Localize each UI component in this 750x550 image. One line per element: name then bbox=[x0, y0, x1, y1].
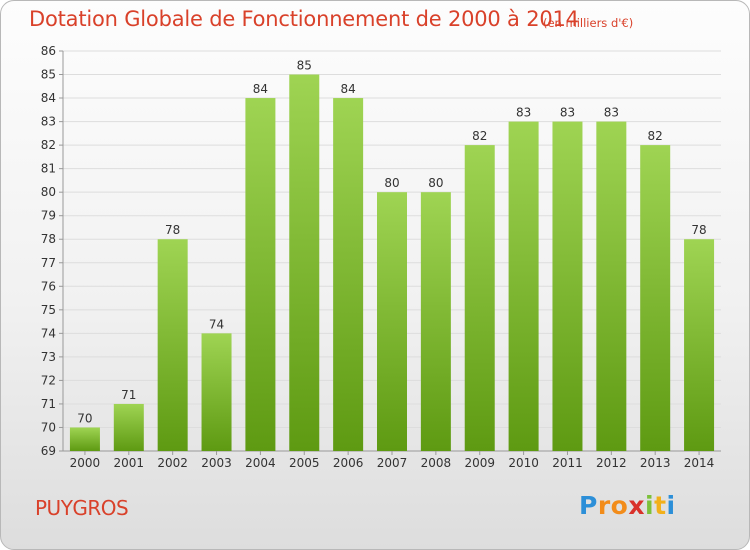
y-tick-label: 70 bbox=[41, 420, 56, 434]
bar bbox=[333, 98, 364, 451]
x-tick-label: 2012 bbox=[596, 456, 627, 470]
y-tick-label: 85 bbox=[41, 68, 56, 82]
bar bbox=[289, 74, 320, 451]
x-tick-label: 2007 bbox=[377, 456, 408, 470]
data-label: 84 bbox=[253, 82, 268, 96]
x-tick-label: 2008 bbox=[421, 456, 452, 470]
x-tick-label: 2014 bbox=[684, 456, 715, 470]
y-tick-label: 74 bbox=[41, 326, 56, 340]
bar bbox=[377, 192, 407, 452]
bar bbox=[596, 121, 627, 452]
data-label: 78 bbox=[691, 223, 706, 237]
x-tick-label: 2013 bbox=[640, 456, 671, 470]
bar bbox=[552, 121, 583, 452]
y-tick-label: 86 bbox=[41, 44, 56, 58]
bar bbox=[684, 239, 715, 451]
bar bbox=[640, 145, 671, 451]
data-label: 82 bbox=[648, 129, 663, 143]
y-tick-label: 80 bbox=[41, 185, 56, 199]
y-tick-label: 78 bbox=[41, 232, 56, 246]
bar bbox=[245, 98, 276, 451]
data-label: 82 bbox=[472, 129, 487, 143]
data-label: 80 bbox=[384, 176, 399, 190]
bar bbox=[113, 403, 144, 451]
data-label: 78 bbox=[165, 223, 180, 237]
bar bbox=[157, 239, 188, 451]
y-tick-label: 81 bbox=[41, 162, 56, 176]
data-label: 85 bbox=[297, 59, 312, 73]
chart-title: Dotation Globale de Fonctionnement de 20… bbox=[29, 7, 579, 31]
x-tick-label: 2003 bbox=[201, 456, 232, 470]
data-label: 70 bbox=[77, 411, 92, 425]
chart-subtitle: (en milliers d'€) bbox=[543, 16, 634, 30]
data-label: 83 bbox=[516, 106, 531, 120]
proxiti-logo: Proxiti bbox=[579, 491, 676, 520]
bar bbox=[201, 333, 232, 451]
data-label: 74 bbox=[209, 317, 224, 331]
data-label: 71 bbox=[121, 388, 136, 402]
bar bbox=[420, 192, 451, 452]
bar bbox=[69, 427, 100, 451]
y-tick-label: 82 bbox=[41, 138, 56, 152]
x-tick-label: 2010 bbox=[508, 456, 539, 470]
x-tick-label: 2001 bbox=[114, 456, 145, 470]
x-tick-label: 2006 bbox=[333, 456, 364, 470]
y-tick-label: 72 bbox=[41, 373, 56, 387]
data-label: 83 bbox=[604, 106, 619, 120]
y-tick-label: 84 bbox=[41, 91, 56, 105]
bar bbox=[508, 121, 539, 452]
x-tick-label: 2004 bbox=[245, 456, 276, 470]
data-label: 80 bbox=[428, 176, 443, 190]
y-tick-label: 69 bbox=[41, 444, 56, 458]
y-tick-label: 77 bbox=[41, 256, 56, 270]
y-tick-label: 71 bbox=[41, 397, 56, 411]
y-tick-label: 73 bbox=[41, 350, 56, 364]
y-tick-label: 76 bbox=[41, 279, 56, 293]
data-label: 84 bbox=[340, 82, 355, 96]
bar bbox=[464, 145, 495, 451]
data-label: 83 bbox=[560, 106, 575, 120]
y-tick-label: 75 bbox=[41, 303, 56, 317]
y-tick-label: 83 bbox=[41, 115, 56, 129]
place-name: PUYGROS bbox=[35, 496, 129, 520]
y-tick-label: 79 bbox=[41, 209, 56, 223]
x-tick-label: 2011 bbox=[552, 456, 583, 470]
x-tick-label: 2009 bbox=[464, 456, 495, 470]
x-tick-label: 2000 bbox=[70, 456, 101, 470]
x-tick-label: 2005 bbox=[289, 456, 320, 470]
x-tick-label: 2002 bbox=[157, 456, 188, 470]
